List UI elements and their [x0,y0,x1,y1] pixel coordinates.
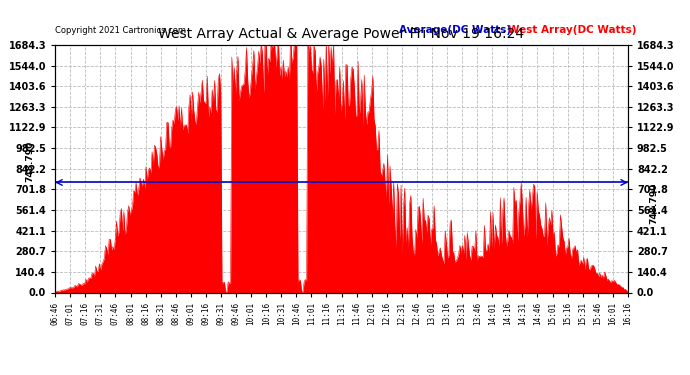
Text: West Array(DC Watts): West Array(DC Watts) [508,25,636,35]
Title: West Array Actual & Average Power Fri Nov 19 16:24: West Array Actual & Average Power Fri No… [159,27,524,41]
Text: 748.790: 748.790 [25,141,34,183]
Text: Average(DC Watts): Average(DC Watts) [399,25,511,35]
Text: Copyright 2021 Cartronics.com: Copyright 2021 Cartronics.com [55,26,186,35]
Text: 748.790: 748.790 [649,183,658,224]
